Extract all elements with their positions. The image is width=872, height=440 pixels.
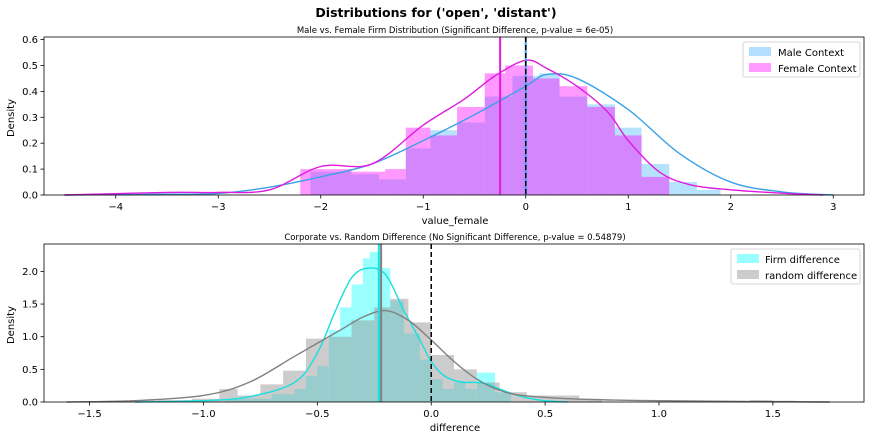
x-tick-label: −3 [211,202,226,213]
hist-bar-female-context-1 [351,171,386,195]
bottom-plot-area [66,244,830,403]
hist-bar-random-difference-17 [526,395,557,402]
x-tick-label: −4 [108,202,123,213]
hist-bar-female-context-6 [484,73,506,195]
bottom-panel: Corporate vs. Random Difference (No Sign… [6,233,865,434]
x-tick-label: 2 [728,202,734,213]
x-tick-label: 1.0 [651,409,667,420]
hist-bar-male-context-9 [559,96,588,195]
hist-bar-female-context-8 [532,78,560,195]
hist-bar-female-context-5 [457,106,485,195]
bottom-x-ticks: −1.5 −1.0 −0.5 0.0 0.5 1.0 1.5 [77,402,781,420]
hist-bar-random-difference-16 [499,392,527,402]
x-tick-label: 3 [830,202,836,213]
top-panel-title: Male vs. Female Firm Distribution (Signi… [297,26,613,36]
top-legend-box [742,41,861,78]
hist-bar-random-difference-5 [260,384,284,402]
hist-bar-female-context-3 [405,127,431,195]
hist-bar-random-difference-11 [390,298,409,402]
bottom-y-ticks: 0.0 0.5 1.0 1.5 2.0 [22,267,44,409]
hist-bar-male-context-2 [379,179,406,195]
y-tick-label: 0.4 [22,87,38,98]
hist-bar-female-context-10 [587,106,615,195]
hist-bar-random-difference-8 [328,336,352,402]
x-tick-label: −0.5 [305,409,329,420]
hist-bar-male-context-8 [539,73,560,195]
hist-bar-random-difference-7 [305,338,329,402]
y-tick-label: 0.5 [22,61,38,72]
y-tick-label: 1.5 [22,300,38,311]
x-tick-label: 1 [625,202,631,213]
hist-bar-female-context-9 [559,86,588,195]
hist-bar-random-difference-10 [374,307,391,402]
hist-bar-male-context-1 [351,174,380,195]
hist-bar-female-context-2 [385,169,406,195]
hist-bar-male-context-3 [405,148,431,195]
hist-bar-female-context-0 [300,169,352,195]
hist-bar-male-context-6 [484,96,513,195]
top-legend: Male Context Female Context [742,41,861,78]
top-plot-area [64,37,834,196]
y-tick-label: 0.5 [22,365,38,376]
top-legend-label-female: Female Context [778,64,857,75]
y-tick-label: 0.1 [22,165,38,176]
hist-bar-female-context-11 [614,135,642,195]
y-tick-label: 0.6 [22,35,38,46]
bottom-legend-swatch-random [737,270,759,279]
top-plot-frame [43,36,865,196]
kde-line-firm-difference [135,267,568,403]
hist-bar-random-difference-14 [454,369,477,402]
hist-bar-random-difference-13 [431,354,454,402]
hist-bar-male-context-11 [614,127,642,195]
top-x-axis-label: value_female [422,216,489,227]
hist-bar-female-context-4 [430,135,458,195]
hist-bar-male-context-13 [669,182,697,195]
top-x-ticks: −4 −3 −2 −1 0 1 2 3 [108,195,836,213]
bottom-legend-box [730,248,861,285]
bottom-x-axis-label: difference [430,423,480,434]
bottom-legend-label-random: random difference [765,271,857,282]
figure-suptitle: Distributions for ('open', 'distant') [315,5,556,20]
y-tick-label: 0.0 [22,191,38,202]
x-tick-label: 0.5 [537,409,553,420]
y-tick-label: 1.0 [22,332,38,343]
hist-bar-female-context-7 [505,65,533,195]
x-tick-label: −1.5 [77,409,101,420]
hist-bar-random-difference-4 [237,395,261,402]
y-tick-label: 0.0 [22,398,38,409]
hist-bar-male-context-14 [696,189,721,195]
bottom-panel-title: Corporate vs. Random Difference (No Sign… [284,233,625,243]
kde-line-random-difference [66,309,830,403]
y-tick-label: 0.3 [22,113,38,124]
top-legend-label-male: Male Context [778,48,844,59]
x-tick-label: 0.0 [423,409,439,420]
x-tick-label: 1.5 [765,409,781,420]
y-tick-label: 0.2 [22,139,38,150]
hist-bar-male-context-5 [457,122,485,195]
top-y-axis-label: Density [6,99,17,137]
bottom-legend-swatch-firm [737,254,759,263]
bottom-y-axis-label: Density [6,306,17,344]
hist-bar-random-difference-12 [408,322,432,402]
bottom-legend: Firm difference random difference [730,248,861,285]
hist-bar-male-context-4 [430,130,458,195]
top-panel: Male vs. Female Firm Distribution (Signi… [6,26,865,227]
kde-line-female-context [64,59,824,196]
top-legend-swatch-male [749,47,771,56]
hist-bar-random-difference-19 [579,398,603,402]
hist-bar-female-context-12 [641,176,670,195]
hist-bar-male-context-10 [587,104,615,195]
y-tick-label: 2.0 [22,267,38,278]
bottom-plot-frame [43,243,865,403]
x-tick-label: −1 [416,202,431,213]
bottom-legend-label-firm: Firm difference [765,255,840,266]
x-tick-label: 0 [523,202,529,213]
x-tick-label: −2 [313,202,328,213]
x-tick-label: −1.0 [191,409,215,420]
top-y-ticks: 0.0 0.1 0.2 0.3 0.4 0.5 0.6 [22,35,44,202]
top-legend-swatch-female [749,63,771,72]
hist-bar-random-difference-9 [351,320,375,402]
